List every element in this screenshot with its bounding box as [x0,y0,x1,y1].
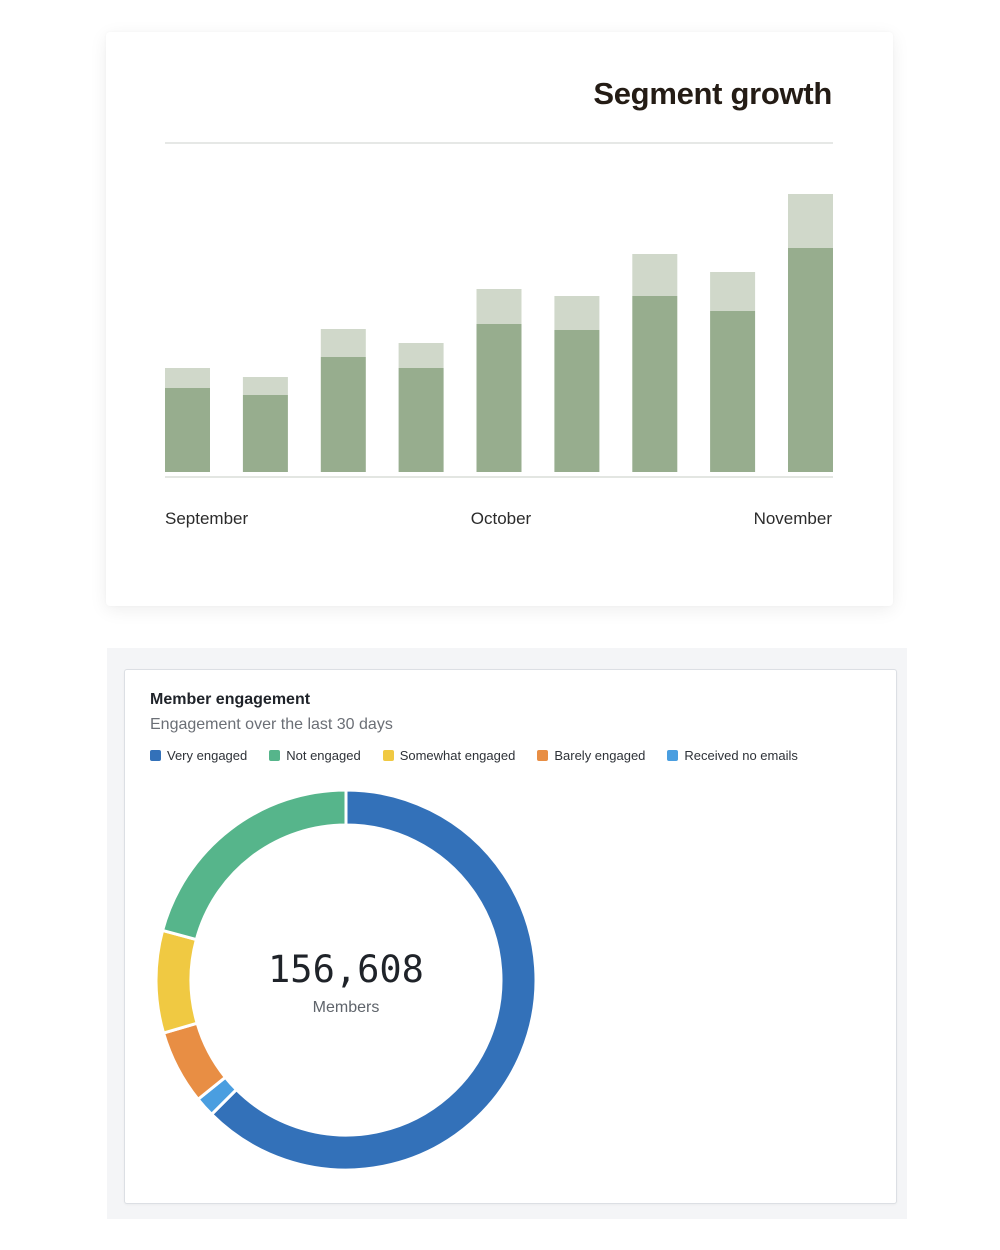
bar-top-4 [398,343,444,368]
bar-top-1 [165,368,210,388]
donut-slice-somewhat-engaged[interactable] [154,928,200,1035]
x-tick-labels: September October November [165,509,832,528]
legend-item-barely-engaged[interactable]: Barely engaged [537,748,645,763]
legend-swatch [667,750,679,761]
bar-base-1 [165,388,210,472]
member-engagement-title: Member engagement [150,691,311,708]
engagement-legend: Very engaged Not engaged Somewhat engaged B… [150,748,820,763]
x-tick-label-2: October [471,509,532,528]
legend-swatch [537,750,549,761]
segment-growth-title: Segment growth [593,76,832,111]
legend-label: Barely engaged [554,748,646,763]
bar-top-8 [710,272,756,311]
bar-base-6 [554,330,600,472]
bar-base-4 [398,368,444,472]
segment-growth-chart: September October November [165,142,833,528]
legend-label: Not engaged [286,748,361,763]
bar-group [165,194,833,472]
bar-base-9 [788,248,833,472]
bar-base-7 [632,296,678,472]
donut-slice-very-engaged[interactable] [209,788,538,1172]
total-members-label: Members [312,999,380,1016]
bar-base-8 [710,311,756,472]
legend-item-not-engaged[interactable]: Not engaged [269,748,361,763]
x-tick-label-3: November [754,509,833,528]
legend-swatch [150,750,161,761]
legend-swatch [269,750,281,761]
legend-swatch [382,750,394,761]
member-engagement-subtitle: Engagement over the last 30 days [150,716,393,733]
legend-item-received-no-emails[interactable]: Received no emails [667,748,798,763]
total-members-value: 156,608 [268,948,424,991]
legend-label: Received no emails [684,748,798,763]
bar-top-2 [242,377,288,395]
donut-slice-not-engaged[interactable] [160,788,348,942]
legend-item-very-engaged[interactable]: Very engaged [150,748,247,763]
bar-top-3 [320,329,366,357]
legend-item-somewhat-engaged[interactable]: Somewhat engaged [382,748,516,763]
legend-label: Somewhat engaged [399,748,516,763]
bar-base-5 [476,324,522,472]
legend-label: Very engaged [167,748,248,763]
bar-top-7 [632,254,678,296]
bar-top-6 [554,296,600,330]
bar-top-5 [476,289,522,324]
donut-slices [154,788,538,1172]
bar-top-9 [788,194,833,248]
x-tick-label-1: September [165,509,248,528]
bar-base-2 [242,395,288,472]
bar-base-3 [320,357,366,472]
